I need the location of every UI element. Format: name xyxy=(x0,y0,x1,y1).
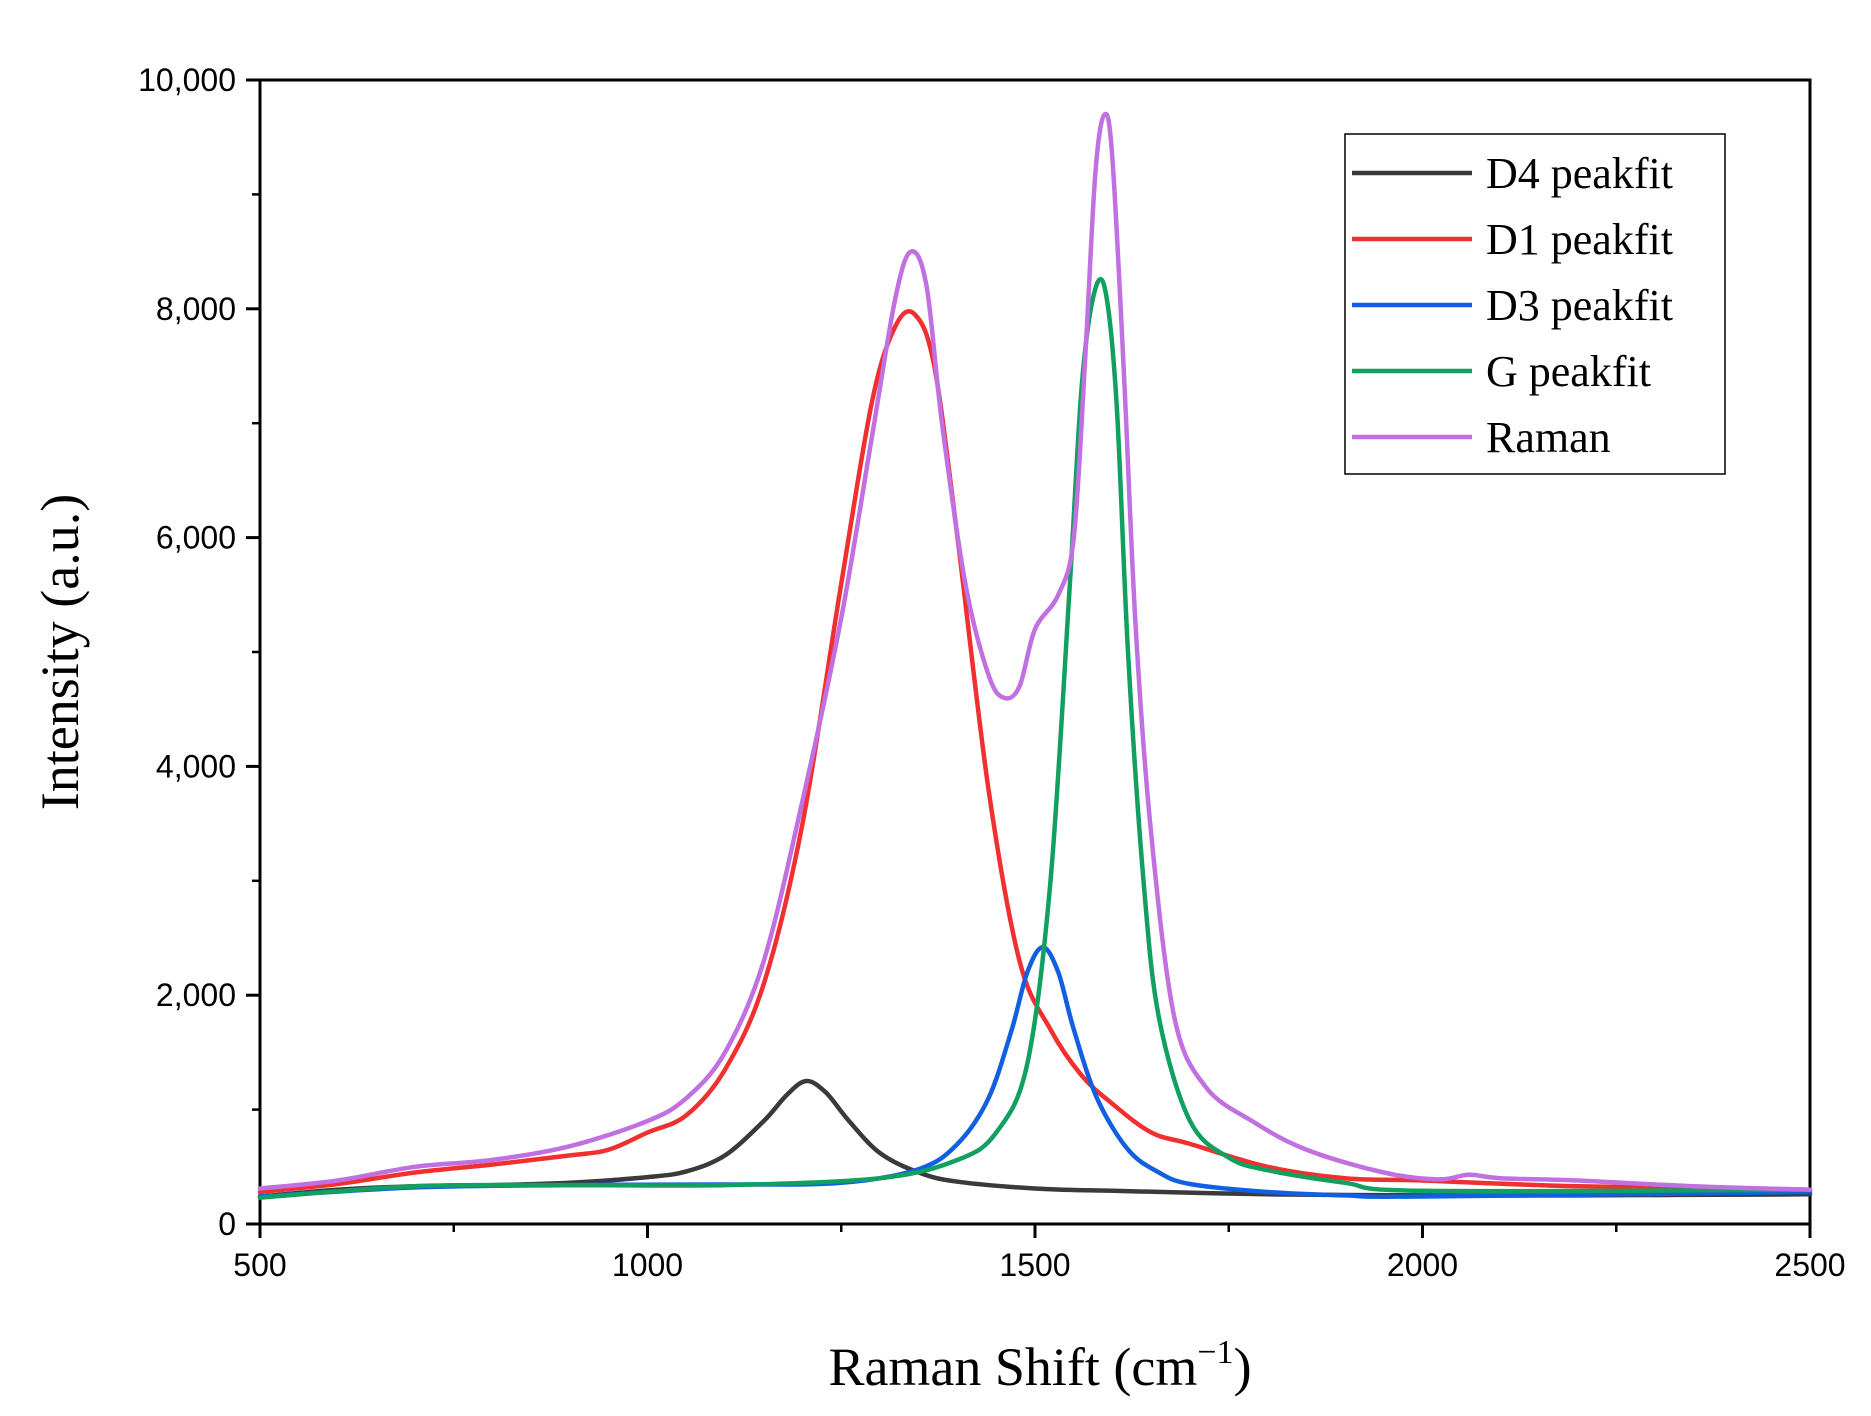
axis-tick-labels: 500 1000 1500 2000 2500 0 2,000 4,000 6,000 8,000… xyxy=(138,62,1845,1283)
series-group xyxy=(257,111,1813,1200)
x-tick-label: 2000 xyxy=(1387,1247,1458,1283)
legend-label-g-peakfit: G peakfit xyxy=(1486,347,1651,396)
series-line-g-peakfit xyxy=(257,276,1813,1200)
x-tick-label: 500 xyxy=(233,1247,286,1283)
x-axis-title-main: Raman Shift (cm xyxy=(828,1337,1197,1397)
y-tick-label: 2,000 xyxy=(156,977,236,1013)
axis-ticks xyxy=(246,78,1812,1238)
x-axis-title: Raman Shift (cm−1) xyxy=(828,1334,1251,1397)
y-tick-label: 4,000 xyxy=(156,748,236,784)
legend-label-d3-peakfit: D3 peakfit xyxy=(1486,281,1673,330)
y-tick-label: 6,000 xyxy=(156,520,236,556)
legend-label-d1-peakfit: D1 peakfit xyxy=(1486,215,1673,264)
y-tick-label: 8,000 xyxy=(156,291,236,327)
x-tick-label: 1500 xyxy=(999,1247,1070,1283)
series-line-raman xyxy=(257,111,1813,1192)
y-axis-title: Intensity (a.u.) xyxy=(30,494,90,810)
legend-label-raman: Raman xyxy=(1486,413,1611,462)
x-tick-label: 2500 xyxy=(1774,1247,1845,1283)
legend-label-d4-peakfit: D4 peakfit xyxy=(1486,149,1673,198)
series-line-d1-peakfit xyxy=(257,309,1813,1195)
y-tick-label: 0 xyxy=(218,1206,236,1242)
x-tick-label: 1000 xyxy=(612,1247,683,1283)
x-axis-title-close: ) xyxy=(1234,1337,1252,1397)
y-tick-label: 10,000 xyxy=(138,62,236,98)
x-axis-title-sup: −1 xyxy=(1197,1334,1233,1371)
legend: D4 peakfit D1 peakfit D3 peakfit G peakfit R… xyxy=(1344,133,1726,475)
